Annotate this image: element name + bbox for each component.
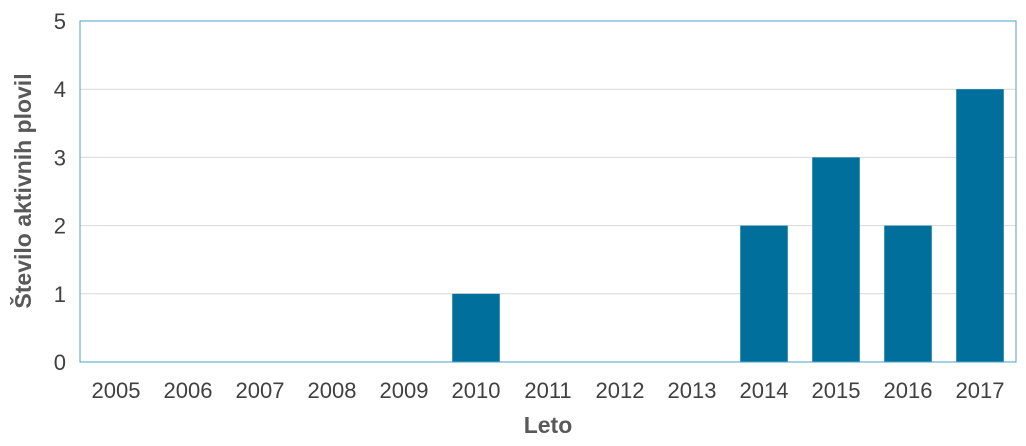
x-tick-label: 2007 [236, 378, 285, 403]
x-axis-title: Leto [524, 412, 573, 438]
bars [452, 89, 1004, 362]
y-axis-title: Število aktivnih plovil [9, 73, 36, 308]
y-tick-label: 1 [54, 282, 66, 307]
bar-2014 [740, 225, 788, 362]
x-axis-ticks: 2005 2006 2007 2008 2009 2010 2011 2012 2013 2014… [92, 378, 1005, 403]
x-tick-label: 2016 [884, 378, 933, 403]
y-tick-label: 4 [54, 77, 66, 102]
y-axis-ticks: 0 1 2 3 4 5 [54, 9, 66, 375]
y-tick-label: 0 [54, 350, 66, 375]
x-tick-label: 2012 [596, 378, 645, 403]
y-tick-label: 5 [54, 9, 66, 34]
x-tick-label: 2011 [524, 378, 571, 403]
x-tick-label: 2006 [164, 378, 213, 403]
x-tick-label: 2013 [668, 378, 717, 403]
x-tick-label: 2014 [740, 378, 789, 403]
plot-area-frame [79, 20, 1017, 363]
y-tick-label: 3 [54, 145, 66, 170]
bar-2015 [812, 157, 860, 362]
gridlines [80, 88, 1016, 295]
x-tick-label: 2015 [812, 378, 861, 403]
y-tick-label: 2 [54, 214, 66, 239]
x-tick-label: 2005 [92, 378, 141, 403]
bar-2017 [956, 89, 1004, 362]
x-tick-label: 2017 [956, 378, 1005, 403]
x-tick-label: 2008 [308, 378, 357, 403]
bar-2016 [884, 225, 932, 362]
bar-2010 [452, 293, 500, 362]
x-tick-label: 2010 [452, 378, 501, 403]
x-tick-label: 2009 [380, 378, 429, 403]
